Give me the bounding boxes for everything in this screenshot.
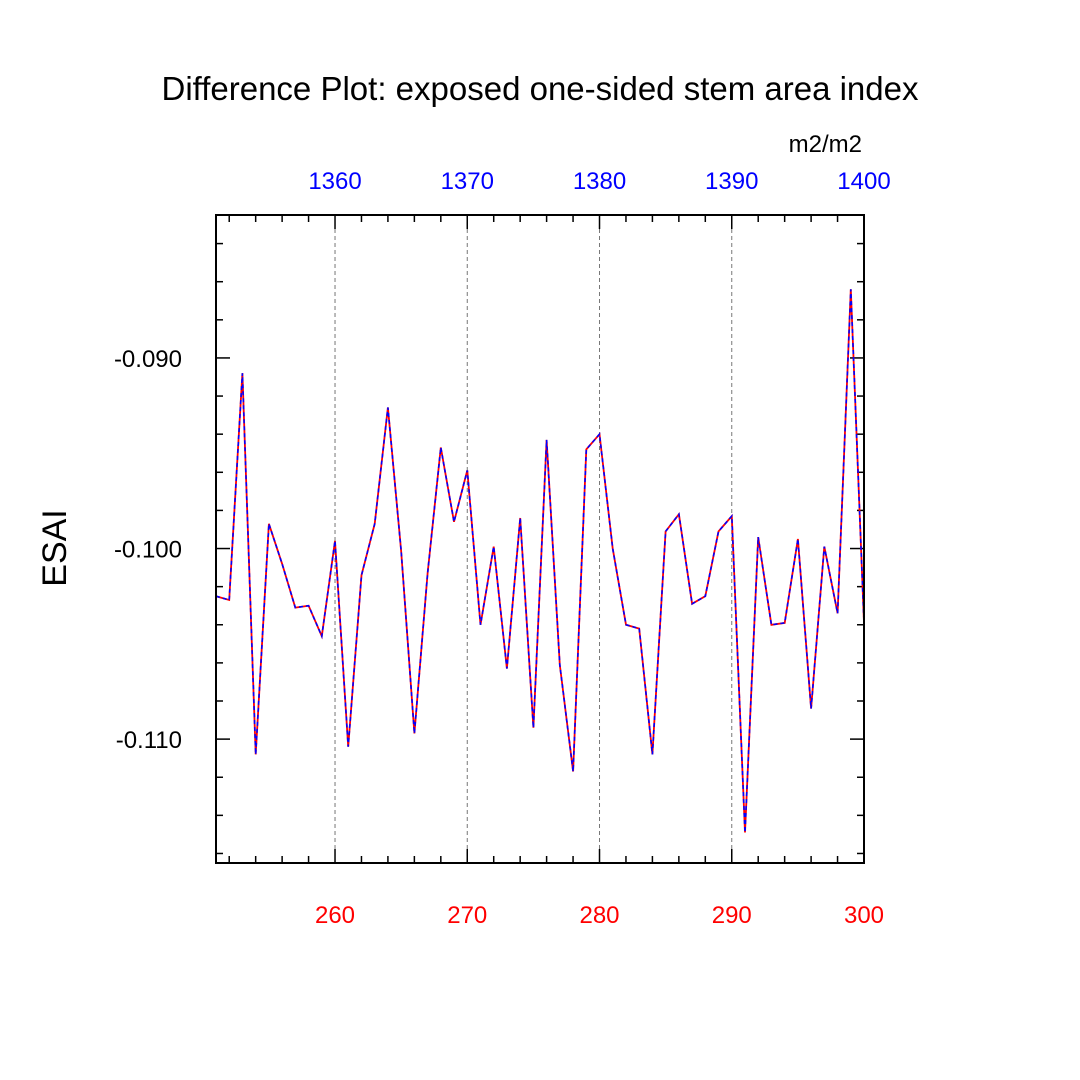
y-axis-label: ESAI [36,509,74,586]
x-tick-label-top: 1390 [705,168,758,195]
x-tick-label-bottom: 280 [579,902,619,929]
series-blue-line [215,289,865,833]
x-tick-label-top: 1370 [441,168,494,195]
units-label: m2/m2 [789,131,862,158]
x-tick-label-bottom: 270 [447,902,487,929]
x-tick-label-top: 1380 [573,168,626,195]
y-tick-label: -0.110 [116,727,182,754]
x-tick-label-top: 1400 [837,168,890,195]
x-tick-label-top: 1360 [308,168,361,195]
tick-labels: 260 270 280 290 300 1360 1370 1380 1390 1400 -0.09… [114,168,891,929]
x-tick-label-bottom: 290 [712,902,752,929]
axis-ticks [216,215,865,863]
plot-frame [215,214,865,864]
grid-lines [334,215,733,863]
x-tick-label-bottom: 260 [315,902,355,929]
chart-title: Difference Plot: exposed one-sided stem … [161,70,919,107]
series-red-line [215,289,865,833]
y-tick-label: -0.090 [114,346,182,373]
x-tick-label-bottom: 300 [844,902,884,929]
y-tick-label: -0.100 [114,537,182,564]
data-series [215,289,865,833]
